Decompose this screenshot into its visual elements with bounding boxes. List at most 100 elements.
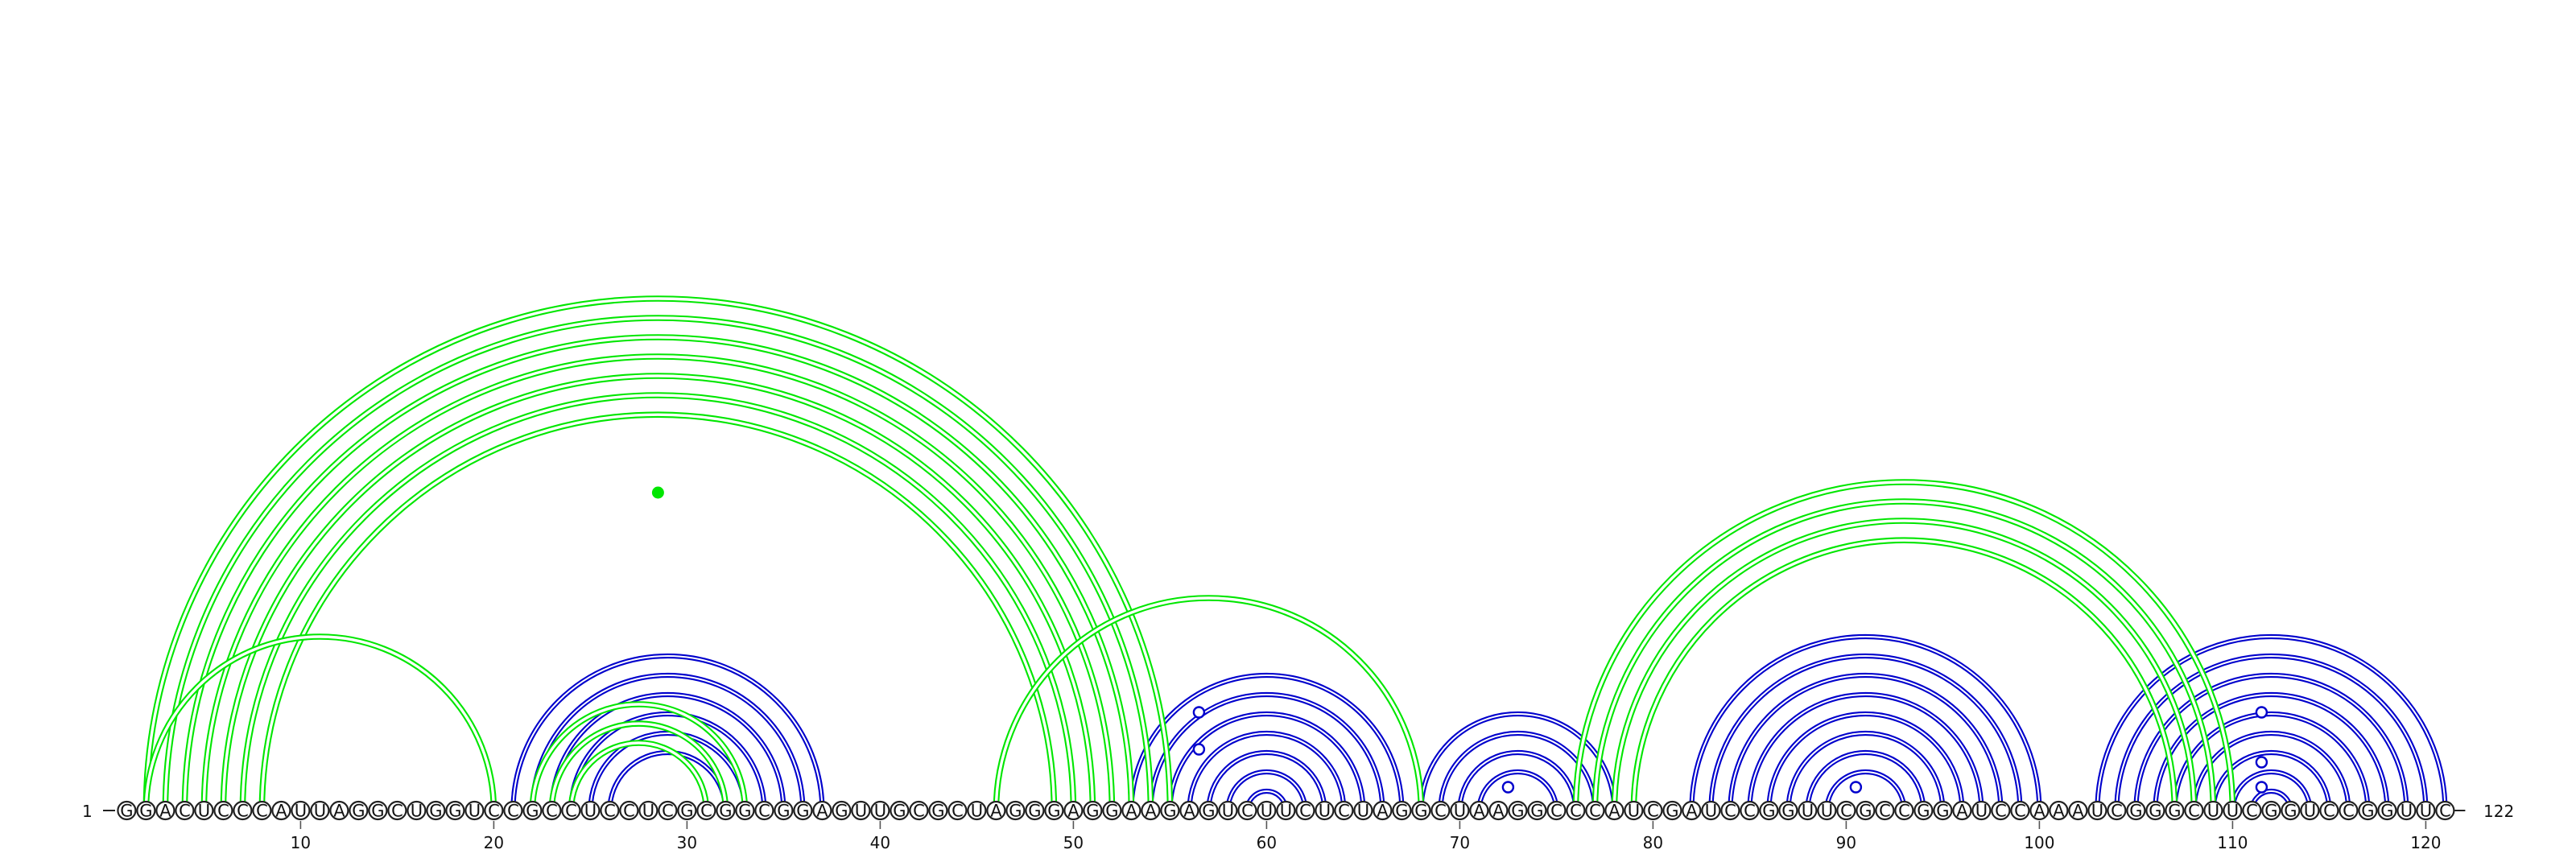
- nucleotide-letter: G: [1047, 802, 1060, 821]
- nucleotide-circle: [2319, 800, 2339, 821]
- nucleotide: U: [1971, 800, 1992, 821]
- nucleotide-letter: U: [2207, 802, 2219, 821]
- nucleotide: U: [1817, 800, 1837, 821]
- nucleotide-circle: [2377, 800, 2397, 821]
- open-marker: [2255, 756, 2268, 769]
- nucleotide: A: [155, 800, 175, 821]
- nucleotide-letter: G: [139, 802, 152, 821]
- nucleotide-circle: [2165, 800, 2185, 821]
- nested-pair-arc-core: [1208, 752, 1326, 811]
- nucleotide: A: [1952, 800, 1972, 821]
- nucleotide-circle: [1875, 800, 1895, 821]
- open-marker: [1501, 781, 1515, 794]
- nucleotide-circle: [2358, 800, 2378, 821]
- nucleotide-letter: C: [1338, 802, 1350, 821]
- pseudoknot-pair-arc-core: [530, 703, 747, 811]
- nucleotide-letter: C: [2343, 802, 2355, 821]
- nucleotide-letter: U: [314, 802, 326, 821]
- nucleotide-circle: [1933, 800, 1953, 821]
- nucleotide: G: [1856, 800, 1876, 821]
- pseudoknot-pair-arc: [162, 315, 1154, 811]
- nucleotide-circle: [1991, 800, 2011, 821]
- nucleotide-circle: [1160, 800, 1180, 821]
- nucleotide: G: [774, 800, 794, 821]
- nucleotide: A: [271, 800, 291, 821]
- nucleotide-letter: U: [1975, 802, 1988, 821]
- nucleotide-circle: [1508, 800, 1528, 821]
- nucleotide-letter: G: [893, 802, 906, 821]
- nucleotide-letter: G: [1666, 802, 1678, 821]
- nucleotide-letter: G: [1859, 802, 1872, 821]
- nested-pair-arc-core: [1768, 713, 1963, 811]
- nested-pair-arc-core: [570, 713, 766, 811]
- nucleotide-letter: G: [2149, 802, 2161, 821]
- nucleotide-circle: [1836, 800, 1856, 821]
- nucleotide-letter: G: [1009, 802, 1022, 821]
- nucleotide-circle: [1971, 800, 1992, 821]
- nucleotide-circle: [1817, 800, 1837, 821]
- nucleotide-letter: C: [488, 802, 500, 821]
- tick-label: 40: [870, 833, 890, 852]
- pseudoknot-pair-arc-core: [202, 355, 1114, 811]
- nucleotide-circle: [2029, 800, 2050, 821]
- nucleotide-letter: G: [1530, 802, 1543, 821]
- pseudoknot-pair-arc-core: [1632, 538, 2177, 811]
- pseudoknot-pair-arc: [200, 353, 1116, 811]
- nucleotide-circle: [1798, 800, 1818, 821]
- open-marker: [2255, 706, 2268, 719]
- nucleotide: C: [619, 800, 639, 821]
- nucleotide-circle: [986, 800, 1006, 821]
- nucleotide-letter: G: [1781, 802, 1794, 821]
- nucleotide: C: [2107, 800, 2127, 821]
- nucleotide: C: [2242, 800, 2262, 821]
- nested-pair-arc-core: [1748, 694, 1983, 811]
- nucleotide-letter: C: [2246, 802, 2258, 821]
- pseudoknot-pair-arc: [181, 334, 1135, 811]
- nucleotide: C: [484, 800, 504, 821]
- nucleotide-letter: C: [1241, 802, 1253, 821]
- nucleotide-letter: C: [217, 802, 229, 821]
- nucleotide-circle: [580, 800, 601, 821]
- nucleotide-letter: A: [333, 802, 345, 821]
- nucleotide-letter: A: [1686, 802, 1698, 821]
- nucleotide-letter: A: [2033, 802, 2046, 821]
- nucleotide: C: [1836, 800, 1856, 821]
- nucleotide-letter: C: [179, 802, 191, 821]
- nucleotide-circle: [716, 800, 736, 821]
- nucleotide: A: [1604, 800, 1624, 821]
- nucleotide: C: [387, 800, 407, 821]
- nucleotide: G: [716, 800, 736, 821]
- nucleotide-circle: [445, 800, 465, 821]
- nucleotide: A: [1373, 800, 1393, 821]
- nucleotide: C: [1894, 800, 1914, 821]
- nucleotide: C: [1237, 800, 1257, 821]
- nucleotide-circle: [1913, 800, 1934, 821]
- nucleotide-circle: [870, 800, 890, 821]
- nucleotide: G: [445, 800, 465, 821]
- nucleotide-letter: C: [1550, 802, 1563, 821]
- tick-label: 70: [1450, 833, 1470, 852]
- nucleotide-circle: [1102, 800, 1122, 821]
- nucleotide-letter: C: [256, 802, 268, 821]
- nucleotide-letter: A: [1956, 802, 1968, 821]
- nucleotide-letter: C: [623, 802, 635, 821]
- nucleotide-letter: C: [2439, 802, 2451, 821]
- nucleotide-letter: G: [2129, 802, 2142, 821]
- nucleotide-letter: C: [1299, 802, 1311, 821]
- nucleotide: G: [677, 800, 697, 821]
- nucleotide-circle: [2416, 800, 2436, 821]
- nucleotide: G: [1527, 800, 1547, 821]
- nucleotide: C: [2010, 800, 2030, 821]
- filled-marker: [651, 486, 664, 499]
- base-pair-arcs: [142, 295, 2448, 811]
- nucleotide-circle: [329, 800, 349, 821]
- nucleotide: A: [1682, 800, 1702, 821]
- nucleotide: C: [175, 800, 195, 821]
- nucleotide-letter: C: [1879, 802, 1891, 821]
- nucleotide-circle: [735, 800, 755, 821]
- nucleotide: G: [1005, 800, 1026, 821]
- nucleotide-letter: G: [1086, 802, 1099, 821]
- nucleotide-circle: [928, 800, 948, 821]
- nucleotide-circle: [1527, 800, 1547, 821]
